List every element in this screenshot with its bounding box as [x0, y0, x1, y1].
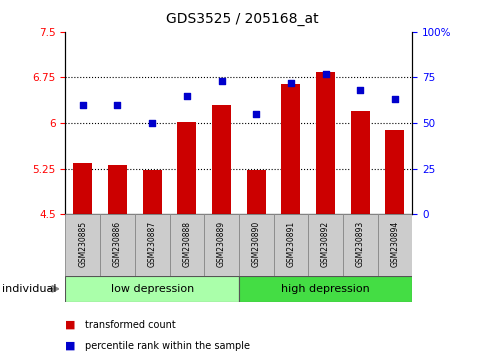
- Text: GSM230890: GSM230890: [251, 221, 260, 267]
- Text: high depression: high depression: [281, 284, 369, 294]
- Text: GSM230885: GSM230885: [78, 221, 87, 267]
- Bar: [239, 276, 411, 302]
- Bar: [350, 111, 369, 214]
- Point: [321, 71, 329, 76]
- Bar: [246, 170, 265, 214]
- Bar: [65, 276, 239, 302]
- Bar: [281, 84, 300, 214]
- Bar: [169, 214, 204, 276]
- Text: GDS3525 / 205168_at: GDS3525 / 205168_at: [166, 12, 318, 27]
- Bar: [308, 214, 342, 276]
- Text: GSM230893: GSM230893: [355, 221, 364, 267]
- Text: ■: ■: [65, 320, 76, 330]
- Point: [217, 78, 225, 84]
- Bar: [273, 214, 308, 276]
- Point: [182, 93, 190, 98]
- Point: [148, 120, 156, 126]
- Bar: [73, 163, 92, 214]
- Bar: [212, 105, 230, 214]
- Text: GSM230889: GSM230889: [216, 221, 226, 267]
- Text: transformed count: transformed count: [85, 320, 175, 330]
- Bar: [342, 214, 377, 276]
- Text: percentile rank within the sample: percentile rank within the sample: [85, 341, 249, 351]
- Bar: [316, 72, 334, 214]
- Bar: [177, 122, 196, 214]
- Bar: [142, 170, 161, 214]
- Text: GSM230887: GSM230887: [147, 221, 156, 267]
- Bar: [65, 214, 100, 276]
- Text: GSM230892: GSM230892: [320, 221, 330, 267]
- Bar: [204, 214, 239, 276]
- Point: [252, 111, 259, 117]
- Point: [287, 80, 294, 86]
- Point: [113, 102, 121, 108]
- Bar: [100, 214, 135, 276]
- Text: GSM230894: GSM230894: [390, 221, 399, 267]
- Point: [356, 87, 363, 93]
- Bar: [385, 130, 404, 214]
- Text: low depression: low depression: [110, 284, 194, 294]
- Bar: [377, 214, 411, 276]
- Text: ■: ■: [65, 341, 76, 351]
- Bar: [108, 165, 127, 214]
- Text: GSM230891: GSM230891: [286, 221, 295, 267]
- Text: GSM230888: GSM230888: [182, 221, 191, 267]
- Point: [390, 97, 398, 102]
- Bar: [135, 214, 169, 276]
- Point: [79, 102, 87, 108]
- Bar: [239, 214, 273, 276]
- Text: GSM230886: GSM230886: [113, 221, 122, 267]
- Text: individual: individual: [2, 284, 57, 294]
